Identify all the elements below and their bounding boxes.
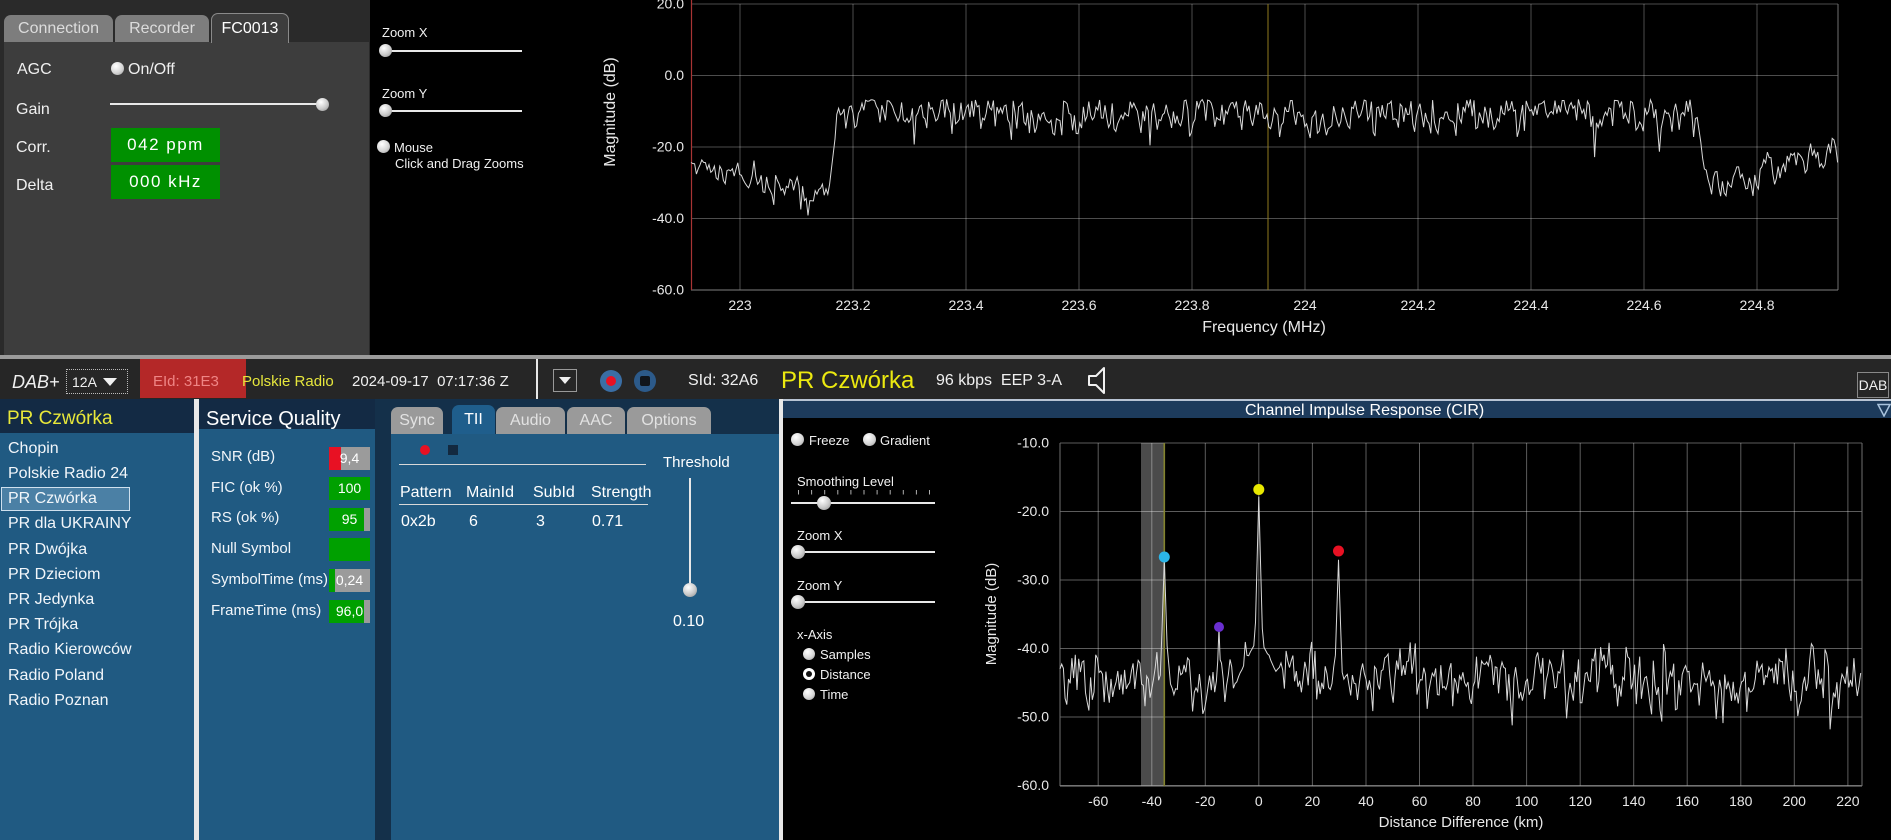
svg-text:-20.0: -20.0 bbox=[652, 139, 684, 155]
svg-text:224: 224 bbox=[1293, 297, 1317, 313]
svg-text:Magnitude (dB): Magnitude (dB) bbox=[602, 57, 619, 166]
svg-text:224.8: 224.8 bbox=[1739, 297, 1774, 313]
svg-text:120: 120 bbox=[1569, 793, 1593, 809]
svg-text:-30.0: -30.0 bbox=[1017, 572, 1049, 588]
svg-text:-60.0: -60.0 bbox=[652, 282, 684, 298]
svg-text:223: 223 bbox=[728, 297, 752, 313]
svg-text:-20: -20 bbox=[1195, 793, 1215, 809]
svg-text:223.8: 223.8 bbox=[1174, 297, 1209, 313]
svg-text:60: 60 bbox=[1412, 793, 1428, 809]
svg-text:224.6: 224.6 bbox=[1626, 297, 1661, 313]
svg-text:223.2: 223.2 bbox=[835, 297, 870, 313]
svg-text:200: 200 bbox=[1783, 793, 1807, 809]
svg-text:180: 180 bbox=[1729, 793, 1753, 809]
svg-text:-20.0: -20.0 bbox=[1017, 503, 1049, 519]
svg-text:-40: -40 bbox=[1142, 793, 1162, 809]
svg-text:224.4: 224.4 bbox=[1513, 297, 1548, 313]
svg-text:Frequency (MHz): Frequency (MHz) bbox=[1202, 319, 1326, 336]
svg-text:0: 0 bbox=[1255, 793, 1263, 809]
svg-text:-50.0: -50.0 bbox=[1017, 709, 1049, 725]
svg-text:-60.0: -60.0 bbox=[1017, 777, 1049, 793]
svg-text:20.0: 20.0 bbox=[657, 0, 684, 12]
svg-text:40: 40 bbox=[1358, 793, 1374, 809]
svg-text:223.6: 223.6 bbox=[1061, 297, 1096, 313]
svg-text:-40.0: -40.0 bbox=[1017, 640, 1049, 656]
svg-text:-40.0: -40.0 bbox=[652, 210, 684, 226]
svg-text:80: 80 bbox=[1465, 793, 1481, 809]
svg-text:20: 20 bbox=[1305, 793, 1321, 809]
svg-text:224.2: 224.2 bbox=[1400, 297, 1435, 313]
svg-text:Distance Difference (km): Distance Difference (km) bbox=[1379, 814, 1544, 831]
svg-text:100: 100 bbox=[1515, 793, 1539, 809]
svg-text:0.0: 0.0 bbox=[665, 67, 685, 83]
svg-text:140: 140 bbox=[1622, 793, 1646, 809]
svg-text:-60: -60 bbox=[1088, 793, 1108, 809]
svg-text:220: 220 bbox=[1836, 793, 1860, 809]
svg-text:160: 160 bbox=[1676, 793, 1700, 809]
svg-text:223.4: 223.4 bbox=[948, 297, 983, 313]
svg-text:-10.0: -10.0 bbox=[1017, 435, 1049, 451]
svg-text:Magnitude (dB): Magnitude (dB) bbox=[983, 563, 1000, 666]
